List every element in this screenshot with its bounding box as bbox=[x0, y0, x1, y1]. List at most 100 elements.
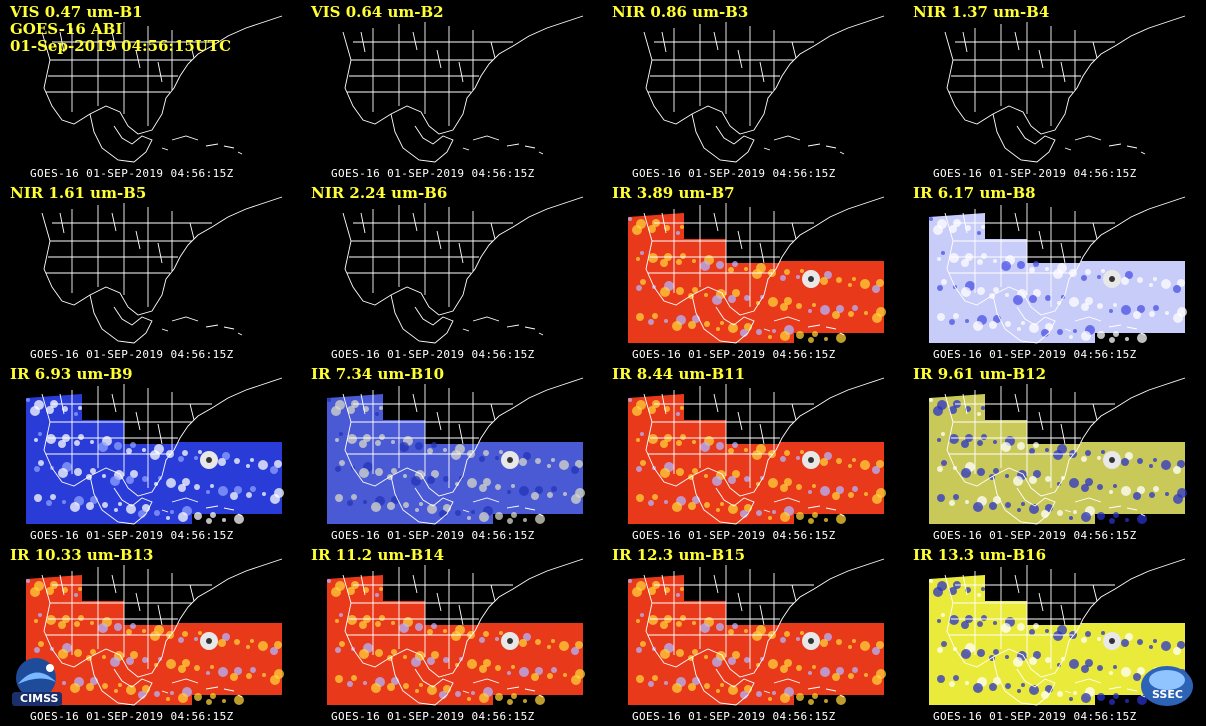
cloud-texture bbox=[977, 593, 981, 597]
cimss-logo: CIMSS bbox=[6, 656, 70, 708]
cloud-texture bbox=[194, 484, 200, 490]
cloud-texture bbox=[1149, 645, 1153, 649]
cloud-texture bbox=[993, 649, 999, 655]
band-label: NIR 1.37 um-B4 bbox=[913, 3, 1050, 21]
cloud-texture bbox=[672, 683, 682, 693]
cloud-texture bbox=[339, 432, 343, 436]
band-label: IR 7.34 um-B10 bbox=[311, 365, 445, 383]
cloud-texture bbox=[178, 484, 186, 492]
cloud-texture bbox=[575, 641, 583, 649]
cloud-texture bbox=[1125, 518, 1129, 522]
cloud-texture bbox=[848, 492, 854, 498]
map-boundary bbox=[472, 316, 500, 322]
cloud-texture bbox=[234, 695, 244, 705]
cloud-texture bbox=[1121, 305, 1131, 315]
map-boundary bbox=[992, 113, 1056, 163]
cloud-texture bbox=[989, 683, 997, 691]
cloud-texture bbox=[716, 623, 724, 631]
cloud-texture bbox=[1173, 494, 1183, 504]
cloud-texture bbox=[632, 406, 642, 416]
map-boundary bbox=[189, 222, 195, 240]
map-boundary bbox=[1108, 143, 1122, 147]
cloud-texture bbox=[941, 613, 945, 617]
cloud-texture bbox=[178, 693, 188, 703]
map-boundary bbox=[171, 316, 199, 322]
map-boundary bbox=[944, 558, 1186, 678]
cloud-texture bbox=[820, 277, 828, 285]
cloud-texture bbox=[194, 456, 198, 460]
cloud-texture bbox=[1153, 458, 1157, 462]
cloud-texture bbox=[375, 649, 383, 657]
cloud-texture bbox=[387, 683, 395, 691]
cloud-texture bbox=[178, 665, 186, 673]
cloud-texture bbox=[246, 645, 250, 649]
map-boundary bbox=[807, 143, 821, 147]
cloud-texture bbox=[752, 631, 762, 641]
cloud-texture bbox=[351, 675, 357, 681]
map-boundary bbox=[436, 411, 442, 431]
map-boundary bbox=[458, 604, 464, 626]
band-label: VIS 0.64 um-B2 bbox=[311, 3, 444, 21]
cloud-texture bbox=[142, 476, 148, 482]
cloud-texture bbox=[1125, 633, 1133, 641]
map-boundary bbox=[436, 230, 442, 250]
cloud-texture bbox=[90, 621, 94, 625]
cloud-texture bbox=[1137, 639, 1143, 645]
cloud-texture bbox=[1045, 267, 1049, 271]
map-boundary bbox=[41, 15, 283, 135]
cloud-texture bbox=[949, 500, 955, 506]
cloud-texture bbox=[379, 434, 385, 440]
cloud-texture bbox=[110, 657, 120, 667]
cloud-texture bbox=[700, 623, 710, 633]
cloud-texture bbox=[34, 494, 42, 502]
cloud-texture bbox=[194, 665, 200, 671]
cloud-texture bbox=[206, 671, 210, 675]
cloud-texture bbox=[784, 659, 792, 667]
cloud-texture bbox=[1161, 279, 1171, 289]
cloud-texture bbox=[937, 619, 941, 623]
cloud-texture bbox=[1109, 699, 1115, 705]
cloud-texture bbox=[1177, 460, 1185, 468]
cloud-texture bbox=[1029, 476, 1037, 484]
cloud-texture bbox=[672, 502, 682, 512]
cloud-texture bbox=[728, 448, 734, 454]
panel-footer-timestamp: GOES-16 01-SEP-2019 04:56:15Z bbox=[331, 348, 535, 361]
cloud-texture bbox=[523, 633, 531, 641]
cloud-texture bbox=[1125, 271, 1133, 279]
cloud-texture bbox=[784, 297, 792, 305]
cloud-texture bbox=[38, 641, 44, 647]
cloud-texture bbox=[270, 494, 280, 504]
map-boundary bbox=[763, 509, 771, 513]
cloud-texture bbox=[1097, 637, 1101, 641]
hurricane-eye bbox=[206, 638, 212, 644]
map-boundary bbox=[1064, 509, 1072, 513]
cloud-texture bbox=[1073, 510, 1077, 514]
cloud-texture bbox=[571, 466, 579, 474]
cloud-texture bbox=[507, 518, 513, 524]
cloud-texture bbox=[640, 641, 646, 647]
cloud-texture bbox=[1097, 512, 1105, 520]
cloud-texture bbox=[728, 267, 734, 273]
cloud-texture bbox=[1013, 476, 1023, 486]
cloud-texture bbox=[676, 440, 682, 446]
cloud-texture bbox=[419, 683, 423, 687]
map-boundary bbox=[161, 509, 169, 513]
cloud-texture bbox=[1149, 492, 1155, 498]
cloud-texture bbox=[756, 663, 760, 667]
cloud-texture bbox=[399, 623, 409, 633]
cloud-texture bbox=[796, 637, 800, 641]
cloud-texture bbox=[704, 293, 708, 297]
cloud-texture bbox=[973, 502, 983, 512]
map-boundary bbox=[1126, 507, 1138, 511]
cloud-texture bbox=[664, 319, 668, 323]
cloud-texture bbox=[427, 657, 435, 665]
band-label: IR 10.33 um-B13 bbox=[10, 546, 154, 564]
map-boundary bbox=[89, 113, 153, 163]
cloud-texture bbox=[1109, 337, 1115, 343]
cloud-texture bbox=[339, 641, 345, 647]
map-boundary bbox=[89, 294, 153, 344]
cloud-texture bbox=[182, 631, 188, 637]
cloud-texture bbox=[74, 621, 80, 627]
cloud-texture bbox=[495, 665, 501, 671]
